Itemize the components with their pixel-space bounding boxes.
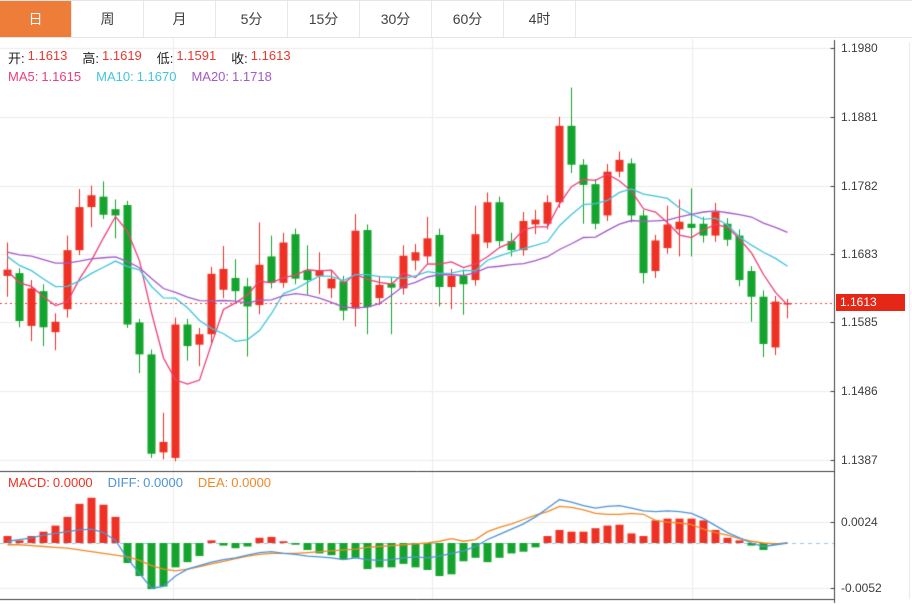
macd-readout: MACD: 0.0000 [8,475,93,490]
price-axis-label: 1.1980 [841,41,878,55]
ma10-readout: MA10: 1.1670 [96,69,177,84]
macd-legend: MACD: 0.0000 DIFF: 0.0000 DEA: 0.0000 [8,475,271,490]
macd-axis-label: -0.0052 [841,581,882,596]
ma20-readout: MA20: 1.1718 [191,69,272,84]
tab-5min[interactable]: 5分 [216,1,288,37]
timeframe-toolbar: 日 周 月 5分 15分 30分 60分 4时 [0,0,912,38]
price-axis-label: 1.1585 [841,315,878,330]
price-axis-label: 1.1683 [841,247,878,262]
diff-readout: DIFF: 0.0000 [107,475,183,490]
tab-15min[interactable]: 15分 [288,1,360,37]
tab-4hour[interactable]: 4时 [504,1,576,37]
ma5-readout: MA5: 1.1615 [8,69,82,84]
open-readout: 开: 1.1613 [8,48,68,66]
high-readout: 高: 1.1619 [82,48,142,66]
tab-30min[interactable]: 30分 [360,1,432,37]
tab-day[interactable]: 日 [0,1,72,37]
dea-readout: DEA: 0.0000 [197,475,272,490]
ma-legend: MA5: 1.1615 MA10: 1.1670 MA20: 1.1718 [8,69,272,84]
price-axis-label: 1.1782 [841,178,878,193]
tab-month[interactable]: 月 [144,1,216,37]
tab-60min[interactable]: 60分 [432,1,504,37]
price-axis-label: 1.1486 [841,384,878,399]
macd-axis-label: 0.0024 [841,515,878,530]
price-axis-label: 1.1881 [841,109,878,124]
ohlc-legend: 开: 1.1613 高: 1.1619 低: 1.1591 收: 1.1613 [8,48,291,67]
price-axis-label: 1.1387 [841,453,878,467]
close-readout: 收: 1.1613 [231,48,291,66]
last-price-badge: 1.1613 [836,294,905,311]
tab-week[interactable]: 周 [72,1,144,37]
low-readout: 低: 1.1591 [156,48,217,66]
